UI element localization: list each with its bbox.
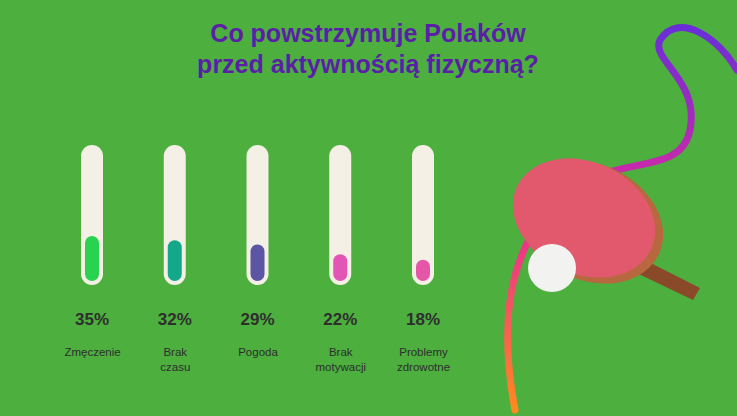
track	[247, 145, 269, 285]
data-label: 32%	[158, 310, 192, 329]
track	[164, 145, 186, 285]
data-label: 29%	[240, 310, 274, 329]
tick: Brakmotywacji	[316, 346, 366, 372]
paddle	[493, 136, 674, 300]
track	[81, 145, 103, 285]
bar	[85, 236, 99, 281]
category-label: Problemyzdrowotne	[397, 346, 450, 372]
tick: Problemyzdrowotne	[397, 346, 450, 372]
category-label: Brakczasu	[160, 346, 190, 372]
bar	[251, 244, 265, 281]
track	[329, 145, 351, 285]
bar	[333, 254, 347, 281]
category-label: Zmęczenie	[64, 346, 120, 358]
data-label: 35%	[75, 310, 109, 329]
title: Co powstrzymuje Polakówprzed aktywnością…	[197, 19, 539, 78]
data-label: 22%	[323, 310, 357, 329]
chart: Co powstrzymuje Polakówprzed aktywnością…	[0, 0, 737, 416]
tick: Brakczasu	[160, 346, 190, 372]
bars	[85, 236, 430, 281]
tracks	[81, 145, 434, 285]
tick: Zmęczenie	[64, 346, 120, 358]
tick: Pogoda	[238, 346, 278, 358]
category-label: Brakmotywacji	[316, 346, 366, 372]
background	[0, 0, 737, 416]
data-labels: 35% 32% 29% 22% 18%	[75, 310, 440, 329]
decoration	[493, 28, 737, 410]
bar	[168, 240, 182, 281]
category-label: Pogoda	[238, 346, 278, 358]
track	[412, 145, 434, 285]
ball	[528, 244, 576, 292]
bar	[416, 260, 430, 281]
x-axis: Zmęczenie Brakczasu Pogoda Brakmotywacji Pro…	[64, 346, 450, 372]
data-label: 18%	[406, 310, 440, 329]
